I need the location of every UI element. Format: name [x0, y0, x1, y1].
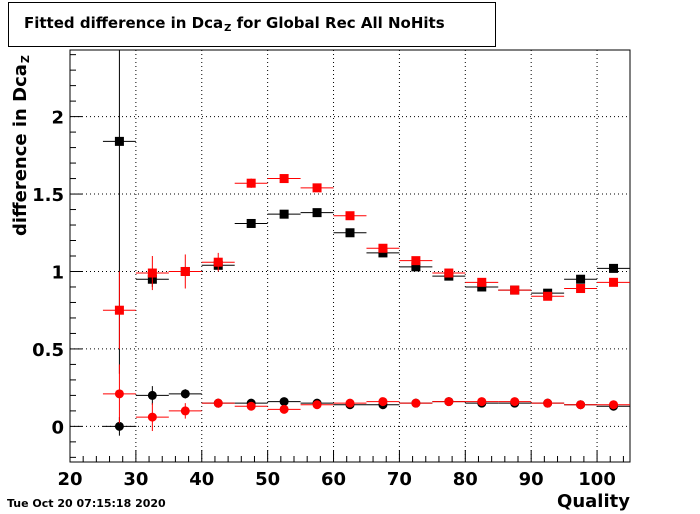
data-point-square	[279, 174, 289, 184]
data-point-square	[378, 248, 388, 258]
data-point-circle	[213, 398, 223, 408]
data-point-square	[312, 183, 322, 193]
data-point-circle	[510, 397, 520, 407]
x-tick-label: 100	[578, 469, 616, 490]
chart-title-suffix: for Global Rec All NoHits	[231, 14, 445, 32]
data-point-circle	[609, 400, 619, 410]
y-tick-label: 1.5	[32, 185, 64, 206]
y-axis-label: difference in DcaZ	[10, 55, 32, 236]
series-0	[102, 50, 630, 374]
data-point-square	[477, 282, 487, 292]
data-point-square	[576, 274, 586, 284]
x-tick-label: 20	[57, 469, 82, 490]
data-point-square	[345, 228, 355, 238]
data-point-square	[246, 218, 256, 228]
x-tick-label: 60	[321, 469, 346, 490]
series-1	[102, 174, 630, 349]
y-tick-label: 2	[51, 108, 64, 129]
y-tick-label: 0	[51, 417, 64, 438]
data-point-circle	[180, 406, 190, 416]
data-point-circle	[279, 397, 289, 407]
y-axis-label-main: difference in Dca	[10, 64, 31, 236]
y-tick-label: 0.5	[32, 340, 64, 361]
data-point-circle	[114, 389, 124, 399]
data-point-square	[609, 263, 619, 273]
x-tick-label: 70	[387, 469, 412, 490]
data-point-circle	[279, 404, 289, 414]
data-point-square	[246, 178, 256, 188]
x-tick-label: 40	[189, 469, 214, 490]
chart-title: Fitted difference in DcaZ for Global Rec…	[24, 14, 445, 34]
data-point-circle	[312, 400, 322, 410]
data-point-square	[444, 268, 454, 278]
data-point-square	[114, 305, 124, 315]
data-point-square	[411, 262, 421, 272]
chart-title-box: Fitted difference in DcaZ for Global Rec…	[8, 2, 496, 47]
data-point-square	[411, 256, 421, 266]
y-axis-label-subscript: Z	[19, 55, 32, 64]
data-point-square	[543, 291, 553, 301]
data-point-square	[477, 277, 487, 287]
data-point-circle	[378, 397, 388, 407]
data-point-square	[213, 257, 223, 267]
data-point-square	[345, 211, 355, 221]
data-point-square	[147, 268, 157, 278]
data-point-circle	[411, 398, 421, 408]
data-point-circle	[246, 401, 256, 411]
x-tick-label: 30	[123, 469, 148, 490]
data-point-square	[180, 266, 190, 276]
y-tick-label: 1	[51, 262, 64, 283]
data-point-circle	[114, 421, 124, 431]
data-point-square	[114, 136, 124, 146]
chart-title-subscript: Z	[224, 23, 232, 34]
timestamp: Tue Oct 20 07:15:18 2020	[7, 497, 166, 510]
chart-title-main: Fitted difference in Dca	[24, 14, 224, 32]
data-point-square	[279, 209, 289, 219]
data-point-circle	[543, 398, 553, 408]
data-point-square	[312, 208, 322, 218]
data-point-circle	[576, 400, 586, 410]
data-point-circle	[147, 412, 157, 422]
data-point-circle	[180, 389, 190, 399]
data-point-square	[510, 285, 520, 295]
series-3	[102, 364, 630, 432]
x-tick-label: 50	[255, 469, 280, 490]
data-point-circle	[147, 390, 157, 400]
data-point-circle	[477, 397, 487, 407]
x-tick-label: 90	[519, 469, 544, 490]
data-point-circle	[345, 398, 355, 408]
data-point-circle	[444, 397, 454, 407]
x-tick-label: 80	[453, 469, 478, 490]
data-point-square	[609, 277, 619, 287]
x-axis-label: Quality	[557, 491, 630, 512]
data-point-square	[576, 284, 586, 294]
data-point-square	[378, 243, 388, 253]
